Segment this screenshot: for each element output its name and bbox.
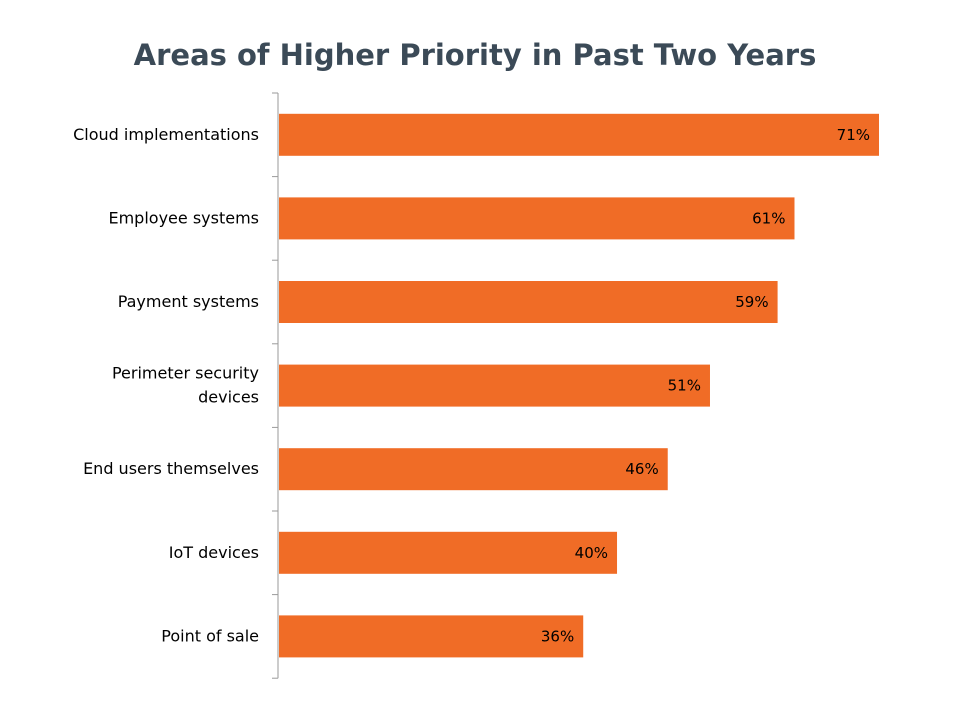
chart-title: Areas of Higher Priority in Past Two Yea… (133, 38, 817, 72)
category-label: Perimeter security devices (112, 364, 259, 407)
bars (279, 113, 879, 658)
data-label: 40% (575, 544, 608, 562)
category-label: Employee systems (108, 208, 259, 227)
data-label: 59% (735, 293, 768, 311)
labels: 71% Cloud implementations 61% Employee syst… (73, 125, 870, 646)
category-label: Payment systems (118, 292, 259, 311)
data-label: 51% (668, 377, 701, 395)
data-label: 36% (541, 627, 574, 645)
data-label: 71% (837, 126, 870, 144)
category-axis (272, 92, 279, 679)
data-label: 61% (752, 209, 785, 227)
bar (279, 615, 584, 658)
category-label: Point of sale (161, 626, 259, 645)
category-label: Cloud implementations (73, 125, 259, 144)
bar (279, 531, 618, 574)
category-label: IoT devices (169, 543, 259, 562)
bar (279, 448, 668, 491)
bar (279, 197, 795, 240)
category-label: End users themselves (83, 459, 259, 478)
bar (279, 364, 710, 407)
data-label: 46% (625, 460, 658, 478)
bar (279, 113, 879, 156)
bar (279, 281, 778, 323)
